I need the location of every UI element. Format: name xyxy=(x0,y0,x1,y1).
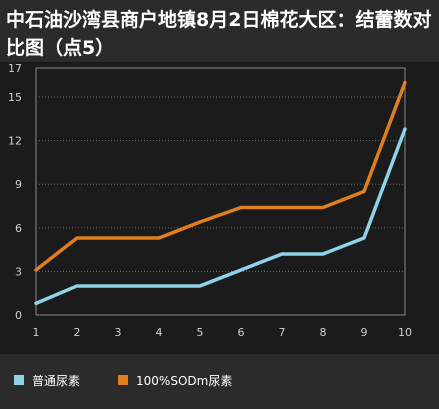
series-line-2 xyxy=(34,80,407,272)
legend-label: 100%SODm尿素 xyxy=(136,373,233,388)
y-tick-label: 9 xyxy=(15,178,22,191)
y-tick-label: 17 xyxy=(8,62,22,75)
y-tick-label: 0 xyxy=(15,309,22,322)
series-layer xyxy=(34,80,407,306)
x-tick-label: 2 xyxy=(74,326,81,339)
x-tick-label: 4 xyxy=(156,326,163,339)
y-tick-label: 3 xyxy=(15,265,22,278)
y-tick-label: 6 xyxy=(15,222,22,235)
x-tick-label: 9 xyxy=(361,326,368,339)
x-tick-label: 3 xyxy=(115,326,122,339)
x-axis: 1 2 3 4 5 6 7 8 9 10 xyxy=(33,326,413,339)
x-tick-label: 5 xyxy=(197,326,204,339)
x-tick-label: 7 xyxy=(279,326,286,339)
y-axis: 0 3 6 9 12 15 17 xyxy=(8,62,22,322)
grid-layer xyxy=(35,67,406,316)
x-tick-label: 8 xyxy=(320,326,327,339)
chart-title: 中石油沙湾县商户地镇8月2日棉花大区：结蕾数对比图（点5） xyxy=(6,9,432,59)
legend-item-series-2: 100%SODm尿素 xyxy=(118,372,232,389)
series-line-1 xyxy=(34,127,407,306)
legend: 普通尿素 100%SODm尿素 xyxy=(0,360,439,400)
legend-swatch xyxy=(118,375,129,385)
x-tick-label: 10 xyxy=(398,326,412,339)
x-tick-label: 1 xyxy=(33,326,40,339)
legend-item-series-1: 普通尿素 xyxy=(14,372,80,389)
plot-border xyxy=(35,67,406,316)
y-tick-label: 12 xyxy=(8,135,22,148)
y-tick-label: 15 xyxy=(8,91,22,104)
legend-label: 普通尿素 xyxy=(32,373,81,388)
x-tick-label: 6 xyxy=(238,326,245,339)
legend-swatch xyxy=(14,375,24,385)
plot-area: 0 3 6 9 12 15 17 1 2 3 4 5 6 7 8 9 10 xyxy=(0,62,439,354)
